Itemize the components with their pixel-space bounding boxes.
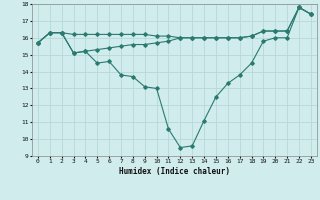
X-axis label: Humidex (Indice chaleur): Humidex (Indice chaleur) (119, 167, 230, 176)
